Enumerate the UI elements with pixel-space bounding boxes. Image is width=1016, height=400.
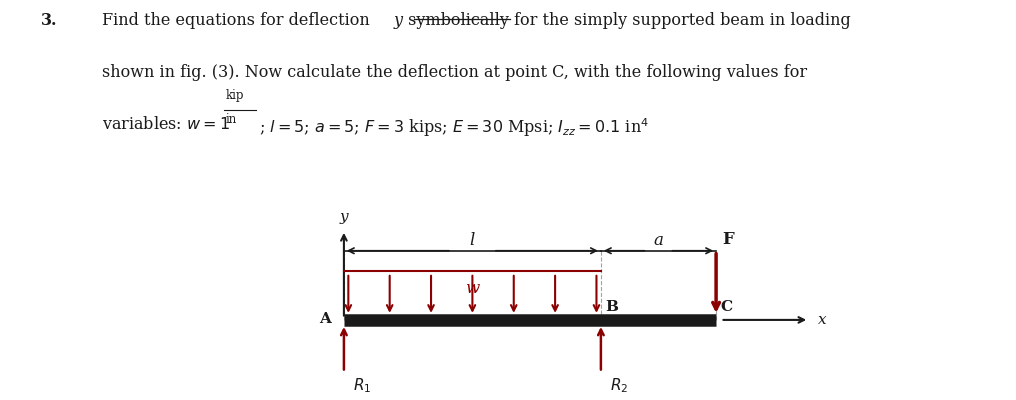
Text: F: F (722, 231, 735, 248)
Text: 3.: 3. (41, 12, 57, 29)
Text: y: y (339, 210, 348, 224)
Text: x: x (818, 313, 827, 327)
Text: C: C (720, 300, 733, 314)
Text: a: a (653, 232, 663, 249)
Text: in: in (226, 113, 237, 126)
Text: $R_2$: $R_2$ (610, 377, 628, 395)
Text: w: w (465, 280, 480, 297)
Text: Find the equations for deflection: Find the equations for deflection (102, 12, 375, 29)
Text: A: A (319, 312, 330, 326)
Text: l: l (469, 232, 475, 249)
Text: symbolically for the simply supported beam in loading: symbolically for the simply supported be… (403, 12, 851, 29)
Text: $R_1$: $R_1$ (353, 377, 371, 395)
Text: B: B (606, 300, 619, 314)
Text: shown in fig. (3). Now calculate the deflection at point C, with the following v: shown in fig. (3). Now calculate the def… (102, 64, 807, 81)
Text: kip: kip (226, 89, 244, 102)
Text: y: y (393, 12, 402, 29)
Text: variables: $w = 1$: variables: $w = 1$ (102, 116, 230, 133)
Text: ; $l = 5$; $a = 5$; $F = 3$ kips; $E = 30$ Mpsi; $I_{zz} = 0.1$ in$^4$: ; $l = 5$; $a = 5$; $F = 3$ kips; $E = 3… (259, 116, 649, 139)
